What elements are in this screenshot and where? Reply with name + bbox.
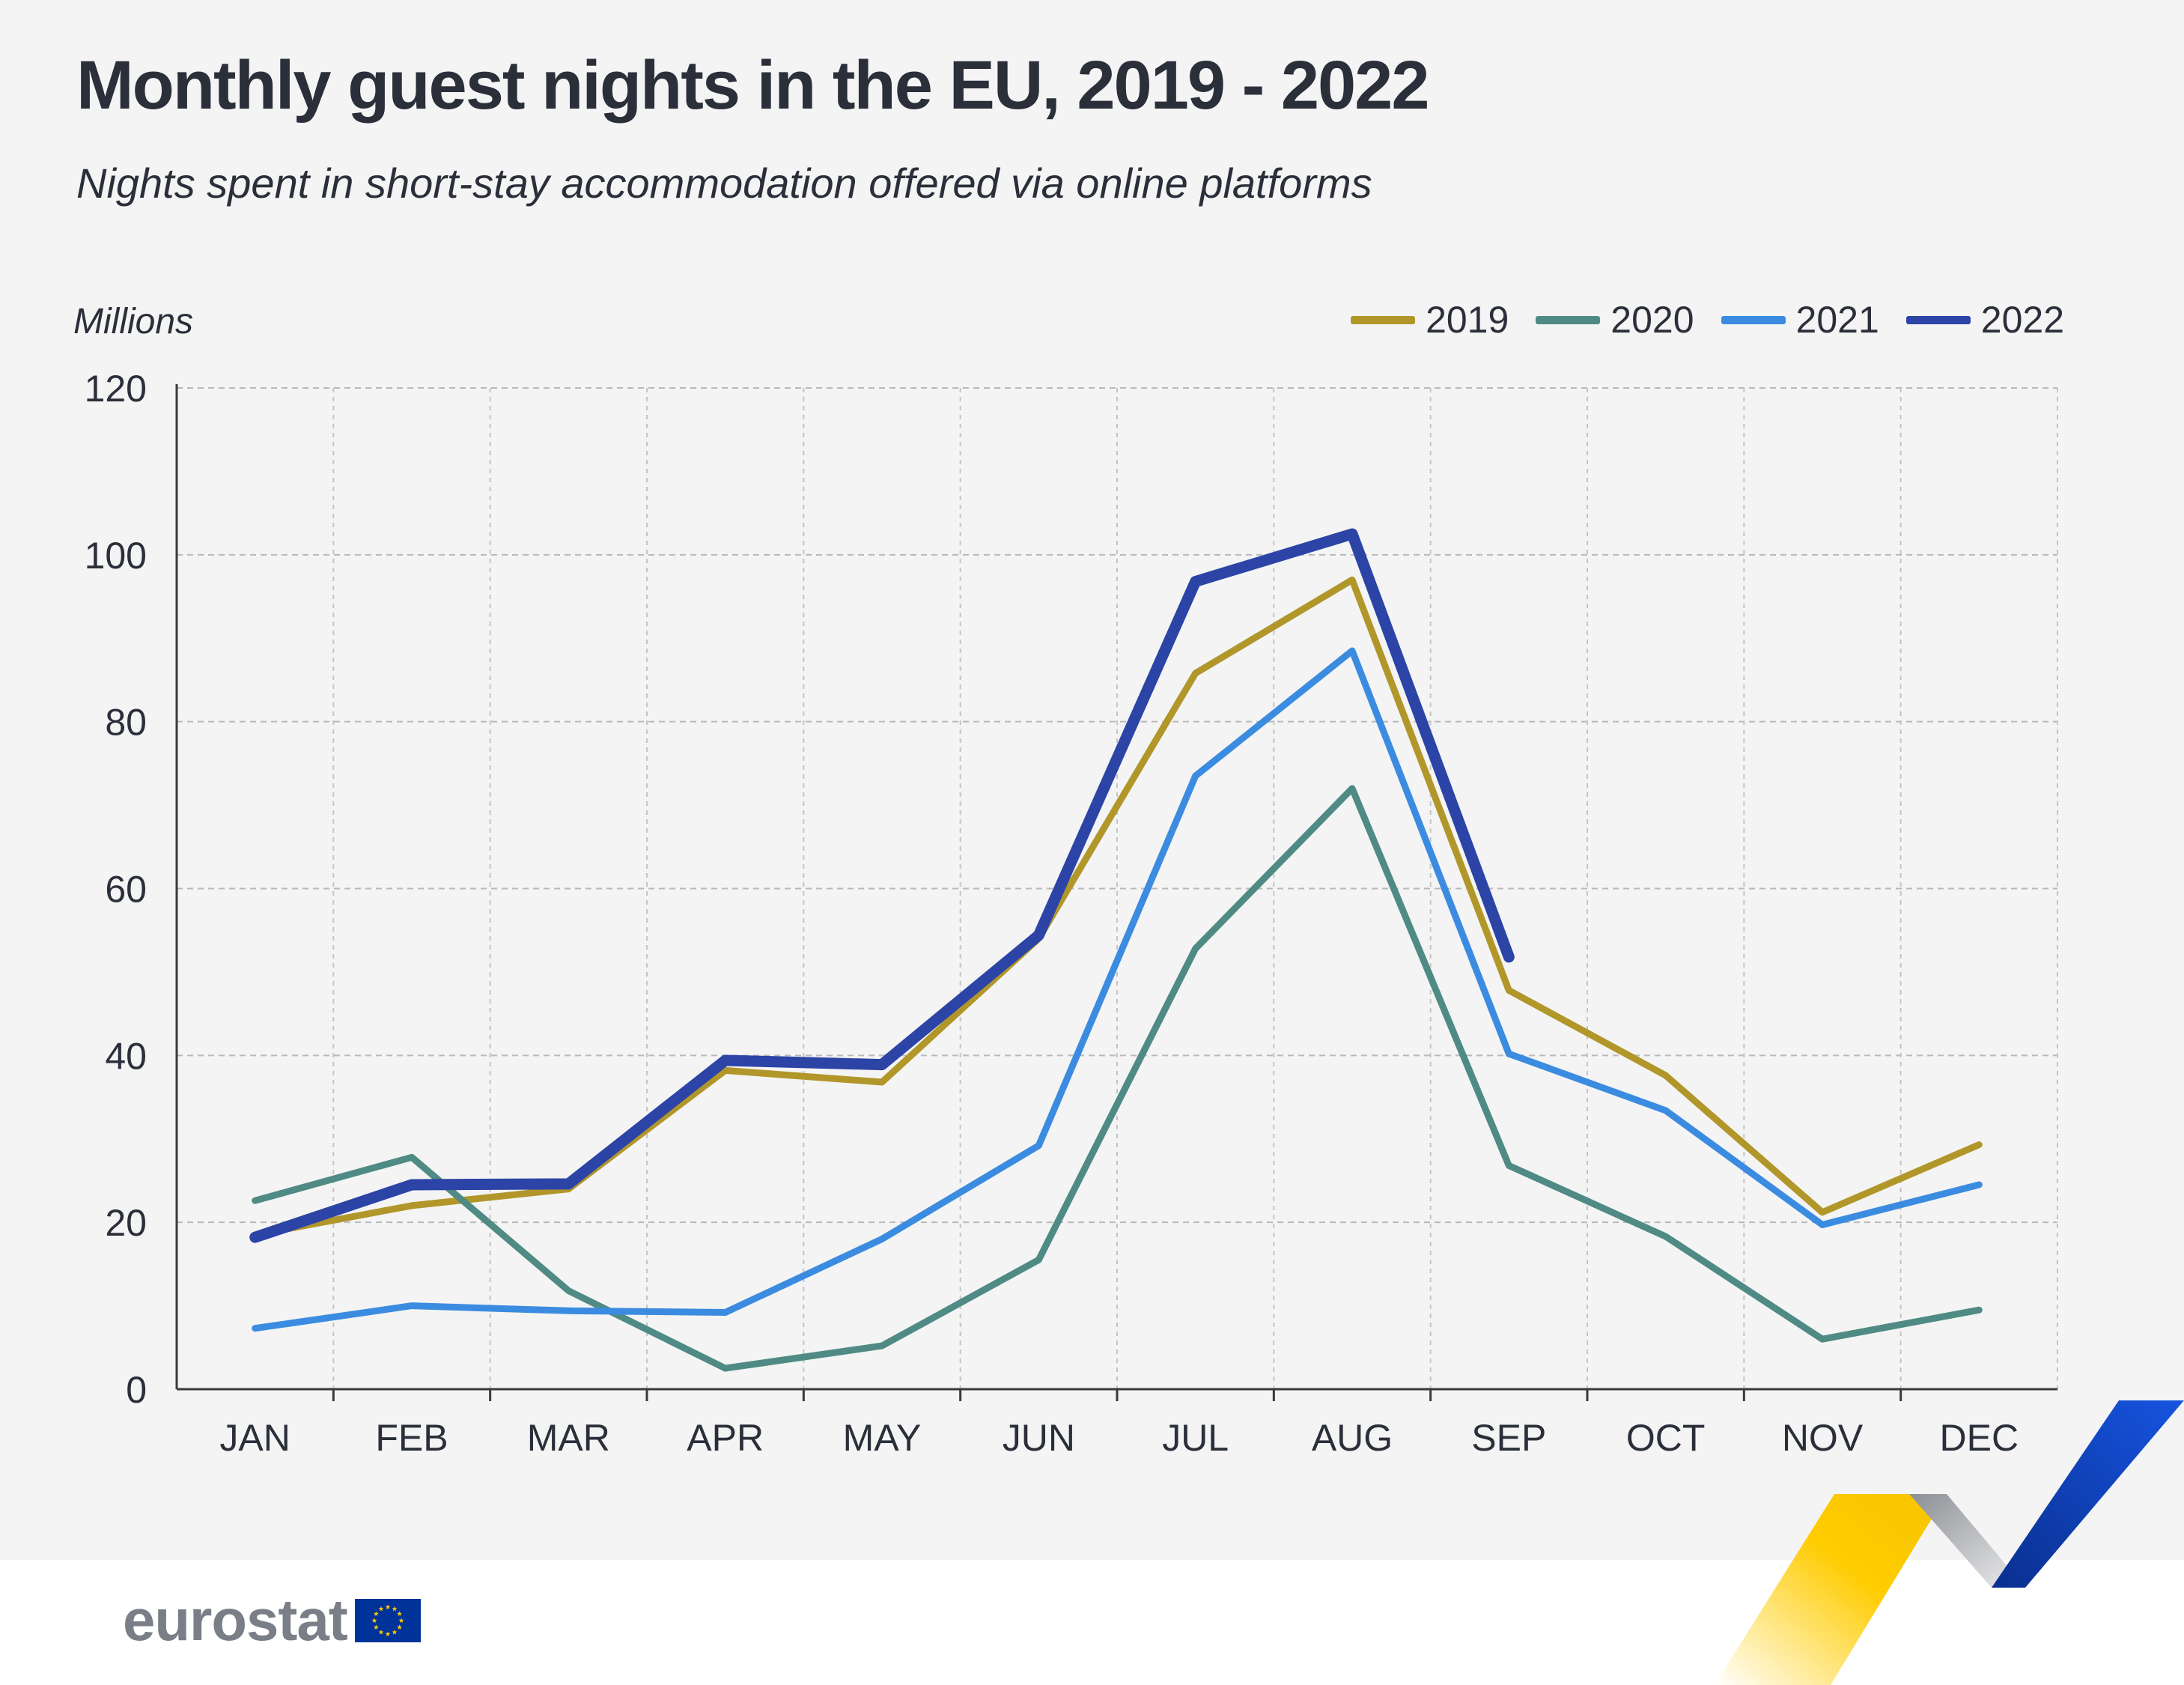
y-axis-unit-label: Millions	[73, 302, 194, 341]
flag-star	[373, 1624, 379, 1630]
legend-swatch-2019	[1351, 315, 1416, 324]
legend-label-2022: 2022	[1980, 299, 2064, 341]
x-tick-label-apr: APR	[687, 1417, 764, 1459]
flag-star	[392, 1629, 398, 1634]
flag-star	[378, 1606, 384, 1611]
y-tick-label: 60	[105, 869, 147, 911]
legend: 2019 2020 2021 2022	[1351, 298, 2064, 341]
series-layer	[249, 528, 1983, 1372]
flag-star	[371, 1617, 377, 1623]
legend-label-2021: 2021	[1795, 299, 1879, 341]
x-tick-label-oct: OCT	[1626, 1417, 1706, 1459]
x-tick-label-jan: JAN	[219, 1417, 290, 1459]
y-tick-label: 20	[105, 1202, 147, 1244]
flag-star	[385, 1630, 391, 1636]
legend-swatch-2020	[1536, 315, 1601, 324]
flag-star	[398, 1617, 404, 1623]
y-tick-label: 40	[105, 1035, 147, 1077]
axis-layer	[175, 384, 2057, 1401]
y-tick-label: 80	[105, 702, 147, 744]
series-line-2022	[249, 528, 1515, 1243]
y-tick-label: 120	[85, 368, 147, 410]
y-tick-label: 100	[85, 535, 147, 577]
x-tick-label-aug: AUG	[1312, 1417, 1393, 1459]
x-tick-label-dec: DEC	[1940, 1417, 2019, 1459]
line-chart: 0 20 40 60 80 100 120 JAN FEB MAR APR MAY JUN JUL AUG S…	[85, 368, 2058, 1459]
x-tick-label-sep: SEP	[1471, 1417, 1546, 1459]
flag-star	[385, 1603, 391, 1609]
ribbon-yellow	[1715, 1494, 1947, 1685]
legend-label-2020: 2020	[1610, 299, 1694, 341]
flag-star	[396, 1624, 402, 1630]
series-line-2020	[252, 785, 1983, 1372]
x-tick-label-nov: NOV	[1782, 1417, 1864, 1459]
legend-item-2021: 2021	[1721, 298, 1879, 341]
grid-layer	[177, 387, 2058, 1389]
flag-star	[378, 1629, 384, 1634]
x-tick-label-mar: MAR	[527, 1417, 610, 1459]
flag-star	[396, 1610, 402, 1616]
series-line-2021	[252, 647, 1983, 1332]
ribbon-blue	[1992, 1400, 2184, 1588]
x-tick-label-feb: FEB	[375, 1417, 448, 1459]
logo-text: eurostat	[123, 1587, 348, 1653]
chart-subtitle: Nights spent in short-stay accommodation…	[76, 160, 1372, 207]
label-layer: 0 20 40 60 80 100 120 JAN FEB MAR APR MAY JUN JUL AUG S…	[85, 368, 2019, 1459]
eurostat-logo: eurostat	[123, 1586, 421, 1654]
x-tick-label-jul: JUL	[1162, 1417, 1229, 1459]
flag-star	[373, 1610, 379, 1616]
legend-item-2020: 2020	[1536, 298, 1694, 341]
chart-title: Monthly guest nights in the EU, 2019 - 2…	[76, 47, 1429, 124]
x-tick-label-may: MAY	[843, 1417, 922, 1459]
ribbon-grey	[1909, 1494, 2025, 1588]
flag-star	[392, 1606, 398, 1611]
legend-item-2019: 2019	[1351, 298, 1509, 341]
legend-swatch-2022	[1905, 315, 1971, 324]
x-tick-label-jun: JUN	[1003, 1417, 1075, 1459]
y-tick-label: 0	[126, 1369, 147, 1411]
legend-swatch-2021	[1721, 315, 1786, 324]
legend-label-2019: 2019	[1426, 299, 1509, 341]
legend-item-2022: 2022	[1905, 298, 2064, 341]
series-line-2019	[252, 576, 1983, 1239]
eu-flag-icon	[354, 1598, 421, 1642]
